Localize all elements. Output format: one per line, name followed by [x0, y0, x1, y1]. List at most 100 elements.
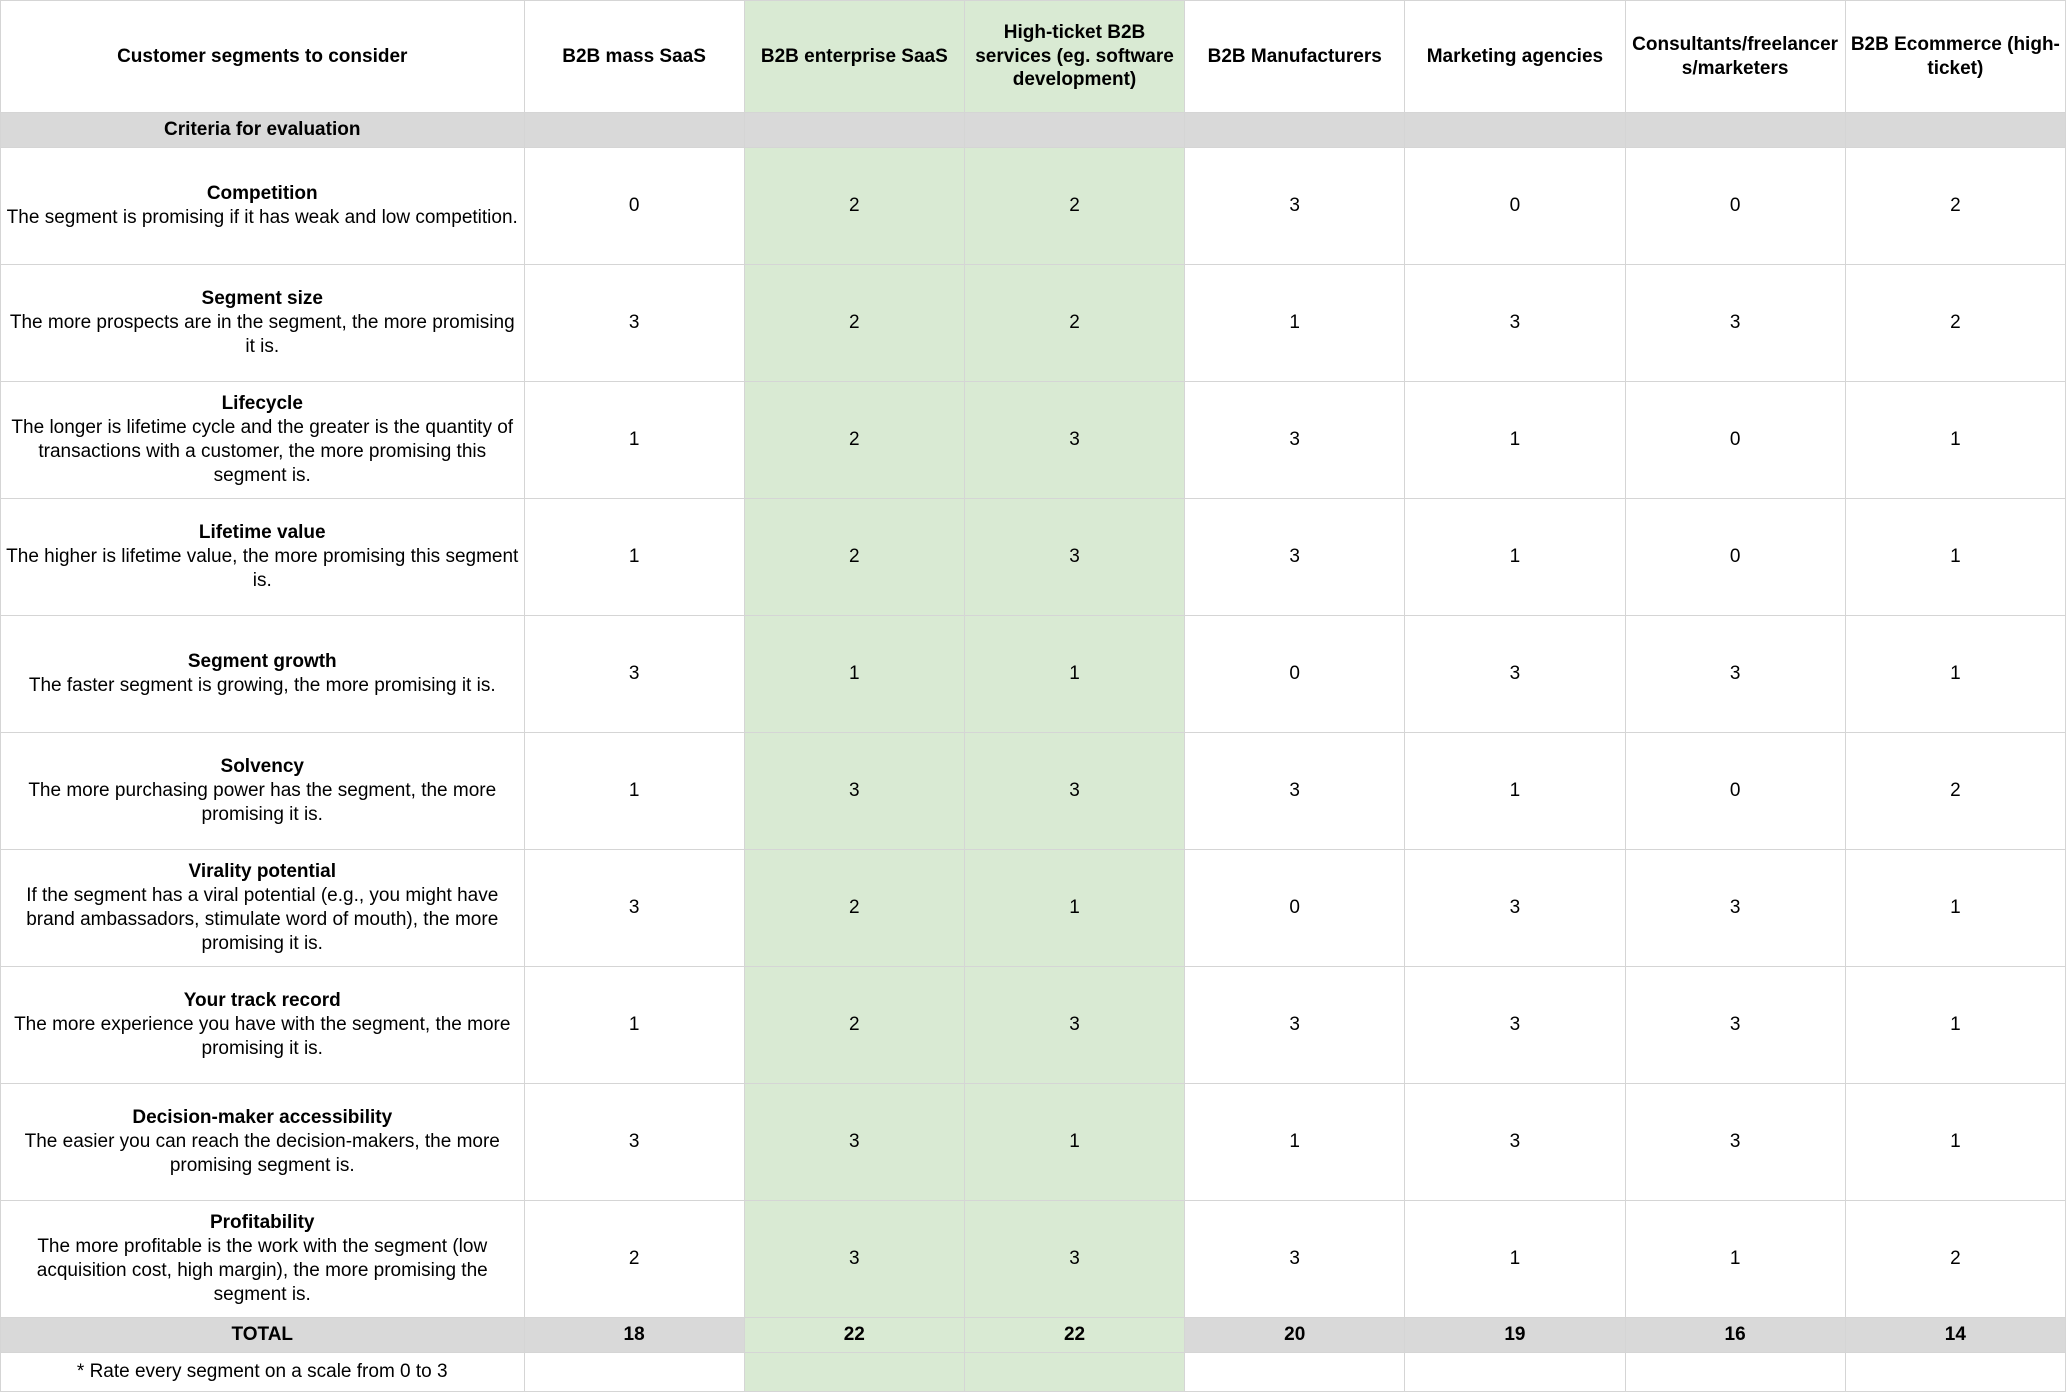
score-cell-7-1[interactable]: 2: [743, 966, 965, 1084]
total-value-6[interactable]: 14: [1844, 1317, 2066, 1353]
score-cell-9-6[interactable]: 2: [1844, 1200, 2066, 1318]
score-cell-3-4[interactable]: 1: [1404, 498, 1626, 616]
score-cell-7-0[interactable]: 1: [523, 966, 745, 1084]
criteria-section-label[interactable]: Criteria for evaluation: [0, 112, 525, 148]
segment-header-1[interactable]: B2B enterprise SaaS: [743, 0, 965, 113]
segment-header-6[interactable]: B2B Ecommerce (high-ticket): [1844, 0, 2066, 113]
score-cell-4-0[interactable]: 3: [523, 615, 745, 733]
criterion-label-cell-4[interactable]: Segment growth The faster segment is grow…: [0, 615, 525, 733]
score-cell-7-4[interactable]: 3: [1404, 966, 1626, 1084]
score-cell-0-0[interactable]: 0: [523, 147, 745, 265]
total-value-2[interactable]: 22: [963, 1317, 1186, 1353]
criteria-band-cell-2[interactable]: [963, 112, 1186, 148]
criterion-label-cell-5[interactable]: Solvency The more purchasing power has th…: [0, 732, 525, 850]
score-cell-6-6[interactable]: 1: [1844, 849, 2066, 967]
score-cell-7-3[interactable]: 3: [1184, 966, 1406, 1084]
score-cell-3-6[interactable]: 1: [1844, 498, 2066, 616]
score-cell-5-5[interactable]: 0: [1624, 732, 1846, 850]
score-cell-4-4[interactable]: 3: [1404, 615, 1626, 733]
score-cell-3-5[interactable]: 0: [1624, 498, 1846, 616]
score-cell-4-3[interactable]: 0: [1184, 615, 1406, 733]
score-cell-5-6[interactable]: 2: [1844, 732, 2066, 850]
total-value-4[interactable]: 19: [1404, 1317, 1626, 1353]
score-cell-4-6[interactable]: 1: [1844, 615, 2066, 733]
criteria-band-cell-0[interactable]: [523, 112, 745, 148]
score-cell-7-5[interactable]: 3: [1624, 966, 1846, 1084]
score-cell-6-2[interactable]: 1: [963, 849, 1186, 967]
score-cell-6-1[interactable]: 2: [743, 849, 965, 967]
score-cell-0-4[interactable]: 0: [1404, 147, 1626, 265]
score-cell-5-2[interactable]: 3: [963, 732, 1186, 850]
criteria-band-cell-4[interactable]: [1404, 112, 1626, 148]
total-value-3[interactable]: 20: [1184, 1317, 1406, 1353]
score-cell-9-3[interactable]: 3: [1184, 1200, 1406, 1318]
score-cell-8-3[interactable]: 1: [1184, 1083, 1406, 1201]
score-cell-9-4[interactable]: 1: [1404, 1200, 1626, 1318]
criterion-label-cell-2[interactable]: Lifecycle The longer is lifetime cycle an…: [0, 381, 525, 499]
segment-header-0[interactable]: B2B mass SaaS: [523, 0, 745, 113]
footnote-band-cell-0[interactable]: [523, 1352, 745, 1392]
criterion-label-cell-7[interactable]: Your track record The more experience you…: [0, 966, 525, 1084]
score-cell-8-4[interactable]: 3: [1404, 1083, 1626, 1201]
total-value-0[interactable]: 18: [523, 1317, 745, 1353]
score-cell-9-2[interactable]: 3: [963, 1200, 1186, 1318]
footnote-band-cell-2[interactable]: [963, 1352, 1186, 1392]
segment-header-5[interactable]: Consultants/freelancers/marketers: [1624, 0, 1846, 113]
score-cell-1-2[interactable]: 2: [963, 264, 1186, 382]
criterion-label-cell-9[interactable]: Profitability The more profitable is the …: [0, 1200, 525, 1318]
score-cell-1-6[interactable]: 2: [1844, 264, 2066, 382]
total-label[interactable]: TOTAL: [0, 1317, 525, 1353]
score-cell-7-2[interactable]: 3: [963, 966, 1186, 1084]
score-cell-8-0[interactable]: 3: [523, 1083, 745, 1201]
score-cell-6-0[interactable]: 3: [523, 849, 745, 967]
score-cell-2-2[interactable]: 3: [963, 381, 1186, 499]
segment-header-2[interactable]: High-ticket B2B services (eg. software d…: [963, 0, 1186, 113]
score-cell-0-6[interactable]: 2: [1844, 147, 2066, 265]
score-cell-8-2[interactable]: 1: [963, 1083, 1186, 1201]
score-cell-0-1[interactable]: 2: [743, 147, 965, 265]
score-cell-0-5[interactable]: 0: [1624, 147, 1846, 265]
score-cell-1-5[interactable]: 3: [1624, 264, 1846, 382]
score-cell-3-1[interactable]: 2: [743, 498, 965, 616]
footnote[interactable]: * Rate every segment on a scale from 0 t…: [0, 1352, 525, 1392]
score-cell-2-3[interactable]: 3: [1184, 381, 1406, 499]
score-cell-3-0[interactable]: 1: [523, 498, 745, 616]
score-cell-7-6[interactable]: 1: [1844, 966, 2066, 1084]
score-cell-1-0[interactable]: 3: [523, 264, 745, 382]
criterion-label-cell-1[interactable]: Segment size The more prospects are in th…: [0, 264, 525, 382]
criterion-label-cell-3[interactable]: Lifetime value The higher is lifetime val…: [0, 498, 525, 616]
score-cell-9-5[interactable]: 1: [1624, 1200, 1846, 1318]
criterion-label-cell-6[interactable]: Virality potential If the segment has a v…: [0, 849, 525, 967]
score-cell-2-5[interactable]: 0: [1624, 381, 1846, 499]
footnote-band-cell-6[interactable]: [1844, 1352, 2066, 1392]
criterion-label-cell-8[interactable]: Decision-maker accessibility The easier y…: [0, 1083, 525, 1201]
segment-header-4[interactable]: Marketing agencies: [1404, 0, 1626, 113]
row-label-column-header[interactable]: Customer segments to consider: [0, 0, 525, 113]
footnote-band-cell-3[interactable]: [1184, 1352, 1406, 1392]
score-cell-5-4[interactable]: 1: [1404, 732, 1626, 850]
total-value-1[interactable]: 22: [743, 1317, 965, 1353]
criteria-band-cell-3[interactable]: [1184, 112, 1406, 148]
score-cell-8-1[interactable]: 3: [743, 1083, 965, 1201]
score-cell-8-5[interactable]: 3: [1624, 1083, 1846, 1201]
criteria-band-cell-1[interactable]: [743, 112, 965, 148]
footnote-band-cell-1[interactable]: [743, 1352, 965, 1392]
score-cell-4-1[interactable]: 1: [743, 615, 965, 733]
criterion-label-cell-0[interactable]: Competition The segment is promising if i…: [0, 147, 525, 265]
score-cell-2-4[interactable]: 1: [1404, 381, 1626, 499]
score-cell-2-1[interactable]: 2: [743, 381, 965, 499]
score-cell-5-3[interactable]: 3: [1184, 732, 1406, 850]
score-cell-1-4[interactable]: 3: [1404, 264, 1626, 382]
score-cell-4-2[interactable]: 1: [963, 615, 1186, 733]
score-cell-1-3[interactable]: 1: [1184, 264, 1406, 382]
score-cell-3-2[interactable]: 3: [963, 498, 1186, 616]
score-cell-6-3[interactable]: 0: [1184, 849, 1406, 967]
score-cell-4-5[interactable]: 3: [1624, 615, 1846, 733]
score-cell-3-3[interactable]: 3: [1184, 498, 1406, 616]
footnote-band-cell-4[interactable]: [1404, 1352, 1626, 1392]
criteria-band-cell-6[interactable]: [1844, 112, 2066, 148]
total-value-5[interactable]: 16: [1624, 1317, 1846, 1353]
score-cell-9-1[interactable]: 3: [743, 1200, 965, 1318]
score-cell-9-0[interactable]: 2: [523, 1200, 745, 1318]
score-cell-5-1[interactable]: 3: [743, 732, 965, 850]
